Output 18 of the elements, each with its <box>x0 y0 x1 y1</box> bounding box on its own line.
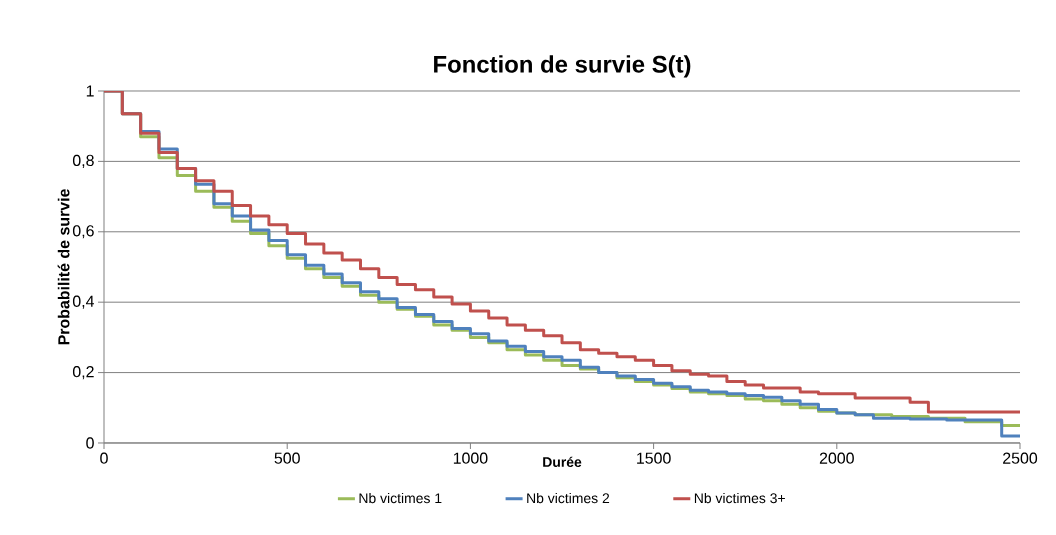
x-axis-title: Durée <box>543 456 582 467</box>
y-axis-title: Probabilité de survie <box>57 189 70 345</box>
x-tick-label: 2000 <box>819 452 854 464</box>
x-tick-label: 500 <box>274 452 300 464</box>
x-tick-label: 1000 <box>453 452 488 464</box>
y-tick-label: 1 <box>86 85 94 97</box>
chart-title: Fonction de survie S(t) <box>434 55 691 78</box>
x-tick-label: 2500 <box>1003 452 1038 464</box>
x-tick-label: 1500 <box>637 452 671 464</box>
y-tick-label: 0,8 <box>72 154 94 168</box>
y-tick-label: 0,2 <box>72 366 94 380</box>
y-tick-label: 0,6 <box>72 225 94 239</box>
x-tick-label: 0 <box>100 452 108 464</box>
y-tick-label: 0,4 <box>72 295 95 309</box>
legend-label: Nb victimes 3+ <box>694 492 785 504</box>
y-tick-label: 0 <box>86 437 94 449</box>
legend-label: Nb victimes 2 <box>527 492 610 504</box>
legend-label: Nb victimes 1 <box>359 492 442 504</box>
